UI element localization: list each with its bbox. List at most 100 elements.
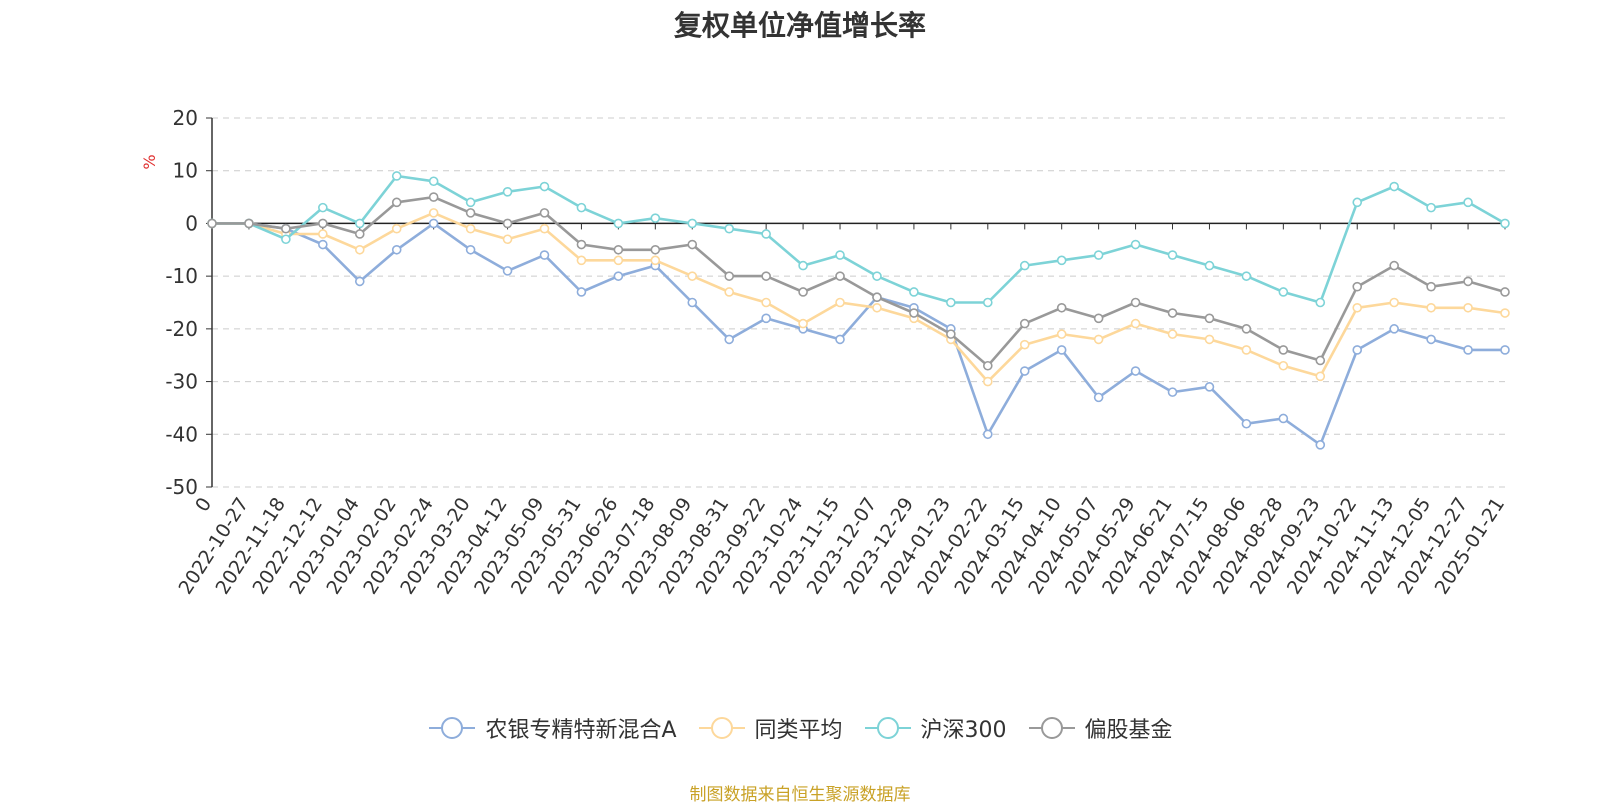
data-point — [1167, 308, 1178, 318]
data-point — [391, 171, 402, 181]
legend-label: 同类平均 — [754, 718, 843, 743]
legend-line-circle-icon — [698, 717, 745, 739]
data-point — [613, 218, 624, 229]
y-tick-label: -20 — [165, 317, 198, 341]
legend-label: 偏股基金 — [1084, 718, 1173, 743]
data-point — [576, 202, 587, 213]
data-point — [946, 297, 956, 308]
data-point — [576, 287, 587, 297]
data-point — [1130, 239, 1141, 250]
data-point — [539, 181, 550, 192]
data-point — [391, 197, 402, 208]
data-point — [909, 287, 919, 297]
data-point — [982, 376, 993, 387]
data-point — [1019, 366, 1030, 376]
data-point — [502, 266, 513, 276]
chart-title: 复权单位净值增长率 — [673, 9, 926, 42]
data-point — [1352, 281, 1363, 292]
x-tick-label: 0 — [191, 494, 216, 516]
data-point — [428, 176, 439, 187]
grid-lines — [212, 117, 1505, 488]
legend-item[interactable]: 偏股基金 — [1027, 712, 1173, 744]
data-point — [502, 234, 513, 245]
data-point — [835, 334, 845, 345]
y-tick-label: 20 — [173, 106, 198, 130]
data-point — [872, 271, 882, 281]
data-point — [465, 197, 476, 208]
data-point — [1352, 197, 1363, 208]
axes: 20100-10-20-30-40-5002022-10-272022-11-1… — [165, 106, 1509, 598]
data-point — [761, 271, 771, 281]
y-tick-label: -50 — [165, 475, 198, 499]
data-point — [1315, 440, 1326, 450]
data-point — [1278, 345, 1289, 355]
data-point — [1352, 302, 1363, 313]
legend-item[interactable]: 同类平均 — [697, 712, 843, 744]
data-point — [613, 271, 624, 281]
data-point — [798, 260, 808, 271]
data-point — [1056, 329, 1067, 339]
data-point — [1241, 271, 1252, 281]
data-point — [391, 244, 402, 255]
data-point — [798, 318, 808, 329]
data-point — [1167, 387, 1178, 397]
data-point — [1426, 334, 1436, 345]
data-point — [1426, 202, 1436, 213]
data-point — [1389, 260, 1399, 271]
data-point — [465, 208, 476, 218]
data-point — [1352, 345, 1363, 355]
data-point — [835, 271, 845, 281]
data-point — [613, 244, 624, 255]
data-point — [872, 302, 882, 313]
data-point — [1278, 360, 1289, 371]
series-line-2 — [212, 174, 1506, 304]
data-point — [1463, 302, 1473, 313]
data-point — [687, 239, 698, 250]
data-point — [1278, 413, 1289, 424]
data-point — [1426, 281, 1436, 292]
y-tick-label: 10 — [173, 159, 198, 183]
y-tick-label: -40 — [165, 422, 198, 446]
data-point — [1463, 276, 1473, 287]
data-point — [1315, 371, 1326, 382]
data-point — [539, 223, 550, 234]
data-point — [318, 202, 328, 213]
legend-item[interactable]: 农银专精特新混合A — [427, 712, 677, 744]
data-point — [354, 218, 365, 229]
data-point — [576, 239, 587, 250]
data-point — [1426, 302, 1436, 313]
legend-item[interactable]: 沪深300 — [863, 712, 1007, 744]
data-point — [761, 229, 771, 239]
data-point — [1389, 324, 1399, 334]
data-point — [1463, 197, 1473, 208]
data-point — [1130, 366, 1141, 376]
data-point — [1204, 382, 1215, 392]
data-point — [1389, 181, 1399, 192]
source-note: 制图数据来自恒生聚源数据库 — [689, 785, 911, 805]
series-lines — [207, 171, 1510, 450]
data-point — [1130, 297, 1141, 308]
data-point — [1315, 355, 1326, 366]
data-point — [1204, 260, 1215, 271]
data-point — [1500, 345, 1510, 355]
data-point — [244, 218, 254, 229]
data-point — [281, 234, 291, 245]
data-point — [318, 229, 328, 239]
data-point — [724, 287, 735, 297]
data-point — [502, 218, 513, 229]
data-point — [1278, 287, 1289, 297]
data-point — [1056, 345, 1067, 355]
data-point — [1130, 318, 1141, 329]
data-point — [465, 223, 476, 234]
data-point — [502, 187, 513, 197]
data-point — [1241, 324, 1252, 334]
data-point — [1019, 318, 1030, 329]
data-point — [1019, 260, 1030, 271]
data-point — [428, 208, 439, 218]
legend-label: 农银专精特新混合A — [485, 718, 677, 743]
data-point — [1500, 218, 1510, 229]
y-tick-label: -30 — [165, 370, 198, 394]
data-point — [354, 276, 365, 287]
legend-line-circle-icon — [429, 717, 476, 739]
data-point — [1241, 418, 1252, 429]
